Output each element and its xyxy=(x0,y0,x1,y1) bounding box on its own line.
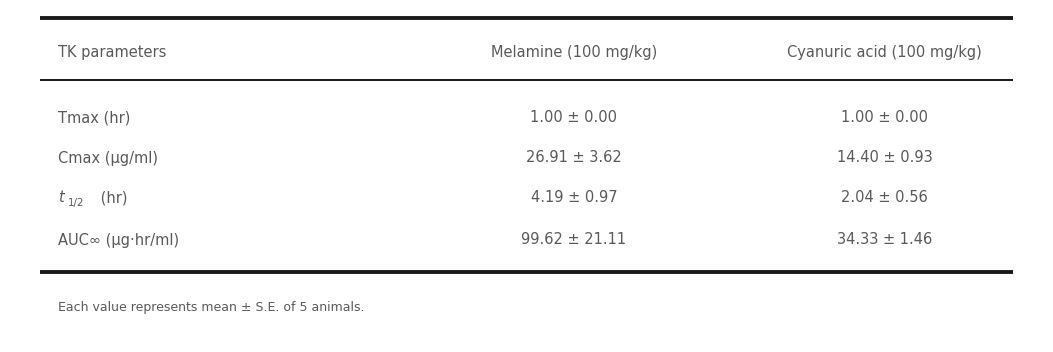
Text: t: t xyxy=(58,190,63,206)
Text: 2.04 ± 0.56: 2.04 ± 0.56 xyxy=(841,190,928,206)
Text: 1.00 ± 0.00: 1.00 ± 0.00 xyxy=(531,111,617,126)
Text: 14.40 ± 0.93: 14.40 ± 0.93 xyxy=(837,151,932,165)
Text: Melamine (100 mg/kg): Melamine (100 mg/kg) xyxy=(491,44,657,59)
Text: Tmax (hr): Tmax (hr) xyxy=(58,111,131,126)
Text: AUC∞ (μg·hr/ml): AUC∞ (μg·hr/ml) xyxy=(58,233,179,247)
Text: 26.91 ± 3.62: 26.91 ± 3.62 xyxy=(526,151,621,165)
Text: (hr): (hr) xyxy=(96,190,127,206)
Text: 34.33 ± 1.46: 34.33 ± 1.46 xyxy=(837,233,932,247)
Text: Cmax (μg/ml): Cmax (μg/ml) xyxy=(58,151,158,165)
Text: 1.00 ± 0.00: 1.00 ± 0.00 xyxy=(841,111,928,126)
Text: 99.62 ± 21.11: 99.62 ± 21.11 xyxy=(521,233,627,247)
Text: Cyanuric acid (100 mg/kg): Cyanuric acid (100 mg/kg) xyxy=(788,44,981,59)
Text: Each value represents mean ± S.E. of 5 animals.: Each value represents mean ± S.E. of 5 a… xyxy=(58,302,364,314)
Text: TK parameters: TK parameters xyxy=(58,44,166,59)
Text: 1/2: 1/2 xyxy=(67,198,84,208)
Text: 4.19 ± 0.97: 4.19 ± 0.97 xyxy=(531,190,617,206)
